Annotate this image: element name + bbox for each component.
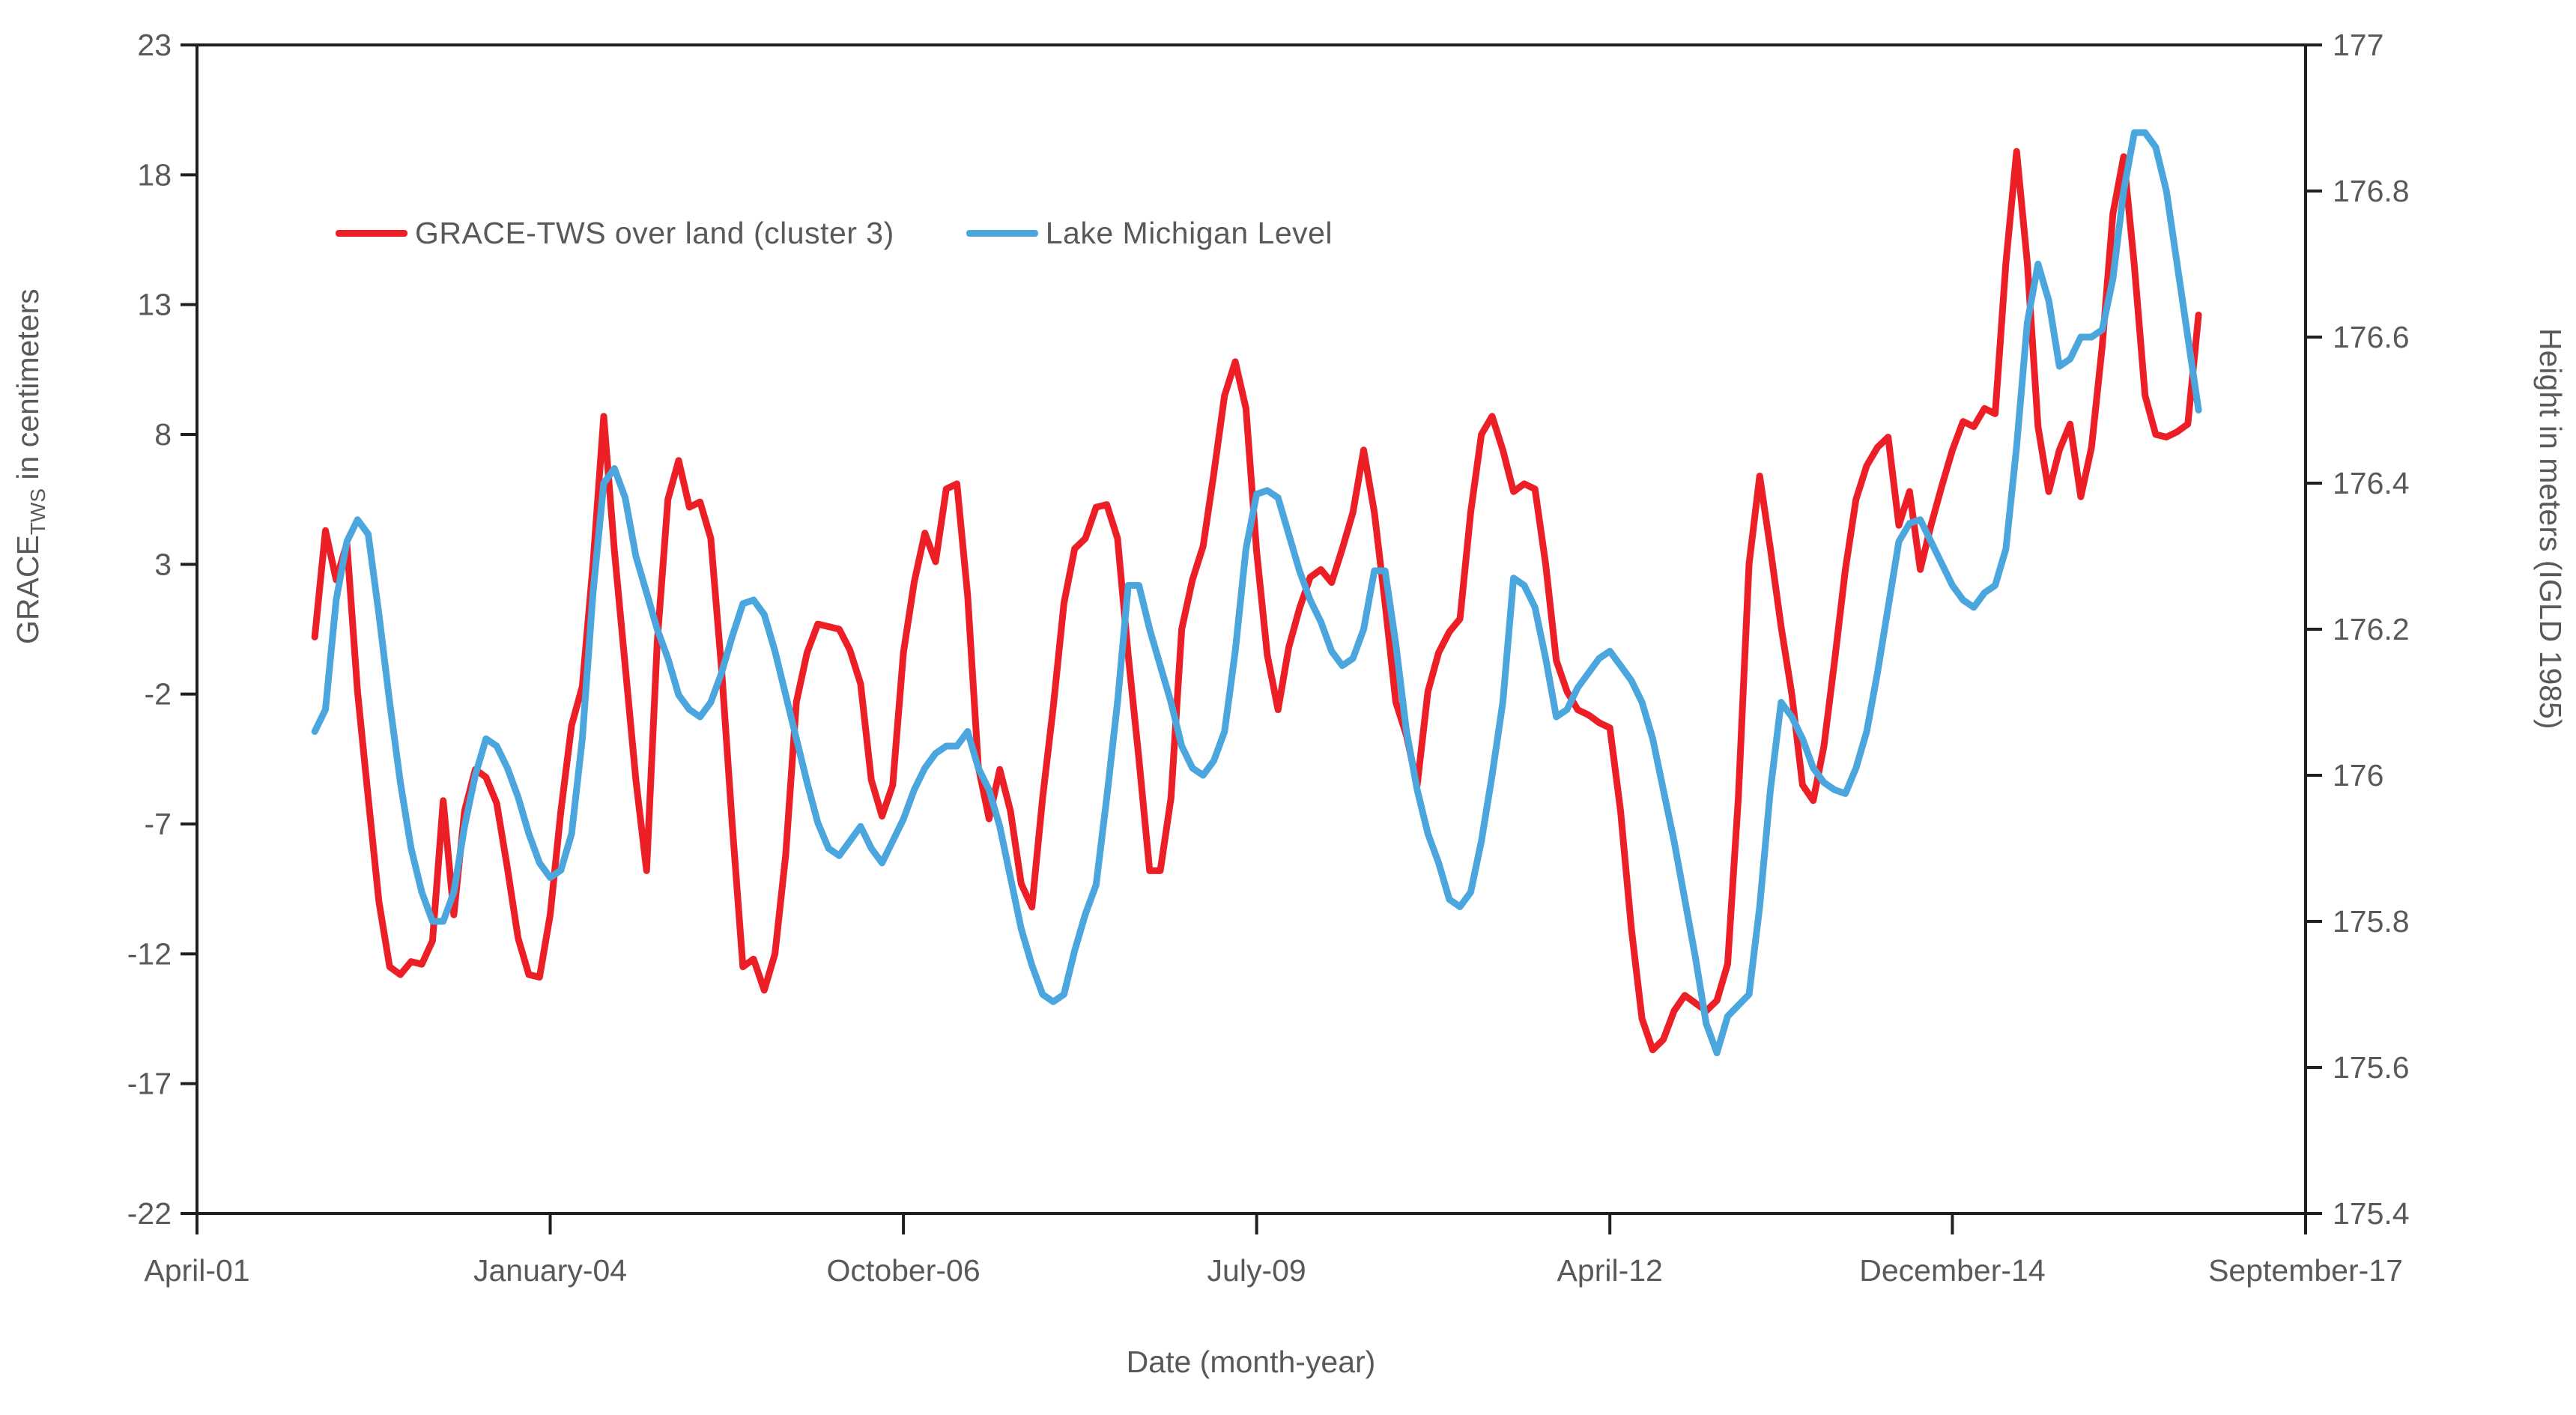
right-axis-tick-label: 176.8 <box>2333 174 2410 208</box>
right-axis-tick-label: 176.4 <box>2333 466 2410 500</box>
x-axis-tick-label: January-04 <box>473 1253 627 1288</box>
right-axis-tick-label: 175.4 <box>2333 1196 2410 1231</box>
legend-item-grace: GRACE-TWS over land (cluster 3) <box>336 216 894 251</box>
lake-michigan-line <box>311 129 2202 1056</box>
left-axis-title-main: GRACE <box>10 535 45 644</box>
right-axis-tick-label: 175.8 <box>2333 904 2410 939</box>
x-axis-tick-label: September-17 <box>2208 1253 2403 1288</box>
right-axis-tick-label: 176.2 <box>2333 612 2410 646</box>
left-axis-tick-label: -17 <box>127 1067 172 1101</box>
left-axis-tick-label: 8 <box>154 417 172 452</box>
x-axis-tick-label: April-01 <box>144 1253 249 1288</box>
right-axis-title: Height in meters (IGLD 1985) <box>2533 328 2568 730</box>
left-axis-title: GRACETWS in centimeters <box>10 288 50 644</box>
left-axis-tick-label: 23 <box>137 28 172 62</box>
legend-label-lake: Lake Michigan Level <box>1045 216 1333 250</box>
left-axis-tick-label: -22 <box>127 1196 172 1231</box>
grace-series-swatch-icon <box>336 230 407 237</box>
left-axis-tick-label: 18 <box>137 157 172 192</box>
right-axis-tick-label: 177 <box>2333 28 2383 62</box>
legend-label-grace: GRACE-TWS over land (cluster 3) <box>415 216 894 250</box>
grace-tws-line <box>311 148 2202 1054</box>
left-axis-tick-label: 13 <box>137 288 172 322</box>
x-axis-tick-label: April-12 <box>1557 1253 1663 1288</box>
right-axis-tick-label: 176.6 <box>2333 320 2410 354</box>
x-axis-title: Date (month-year) <box>1126 1345 1376 1379</box>
left-axis-tick-label: -7 <box>145 807 172 841</box>
lake-series-swatch-icon <box>966 230 1038 237</box>
left-axis-tick-label: -2 <box>145 677 172 712</box>
left-axis-title-rest: in centimeters <box>10 288 45 488</box>
right-axis-tick-label: 175.6 <box>2333 1050 2410 1085</box>
left-axis-title-subscript: TWS <box>26 488 50 536</box>
legend-item-lake: Lake Michigan Level <box>966 216 1333 251</box>
x-axis-tick-label: July-09 <box>1207 1253 1306 1288</box>
legend: GRACE-TWS over land (cluster 3) Lake Mic… <box>336 216 1333 251</box>
x-axis-tick-label: October-06 <box>827 1253 981 1288</box>
right-axis-tick-label: 176 <box>2333 758 2383 793</box>
left-axis-tick-label: 3 <box>154 547 172 581</box>
left-axis-tick-label: -12 <box>127 936 172 971</box>
x-axis-tick-label: December-14 <box>1859 1253 2045 1288</box>
